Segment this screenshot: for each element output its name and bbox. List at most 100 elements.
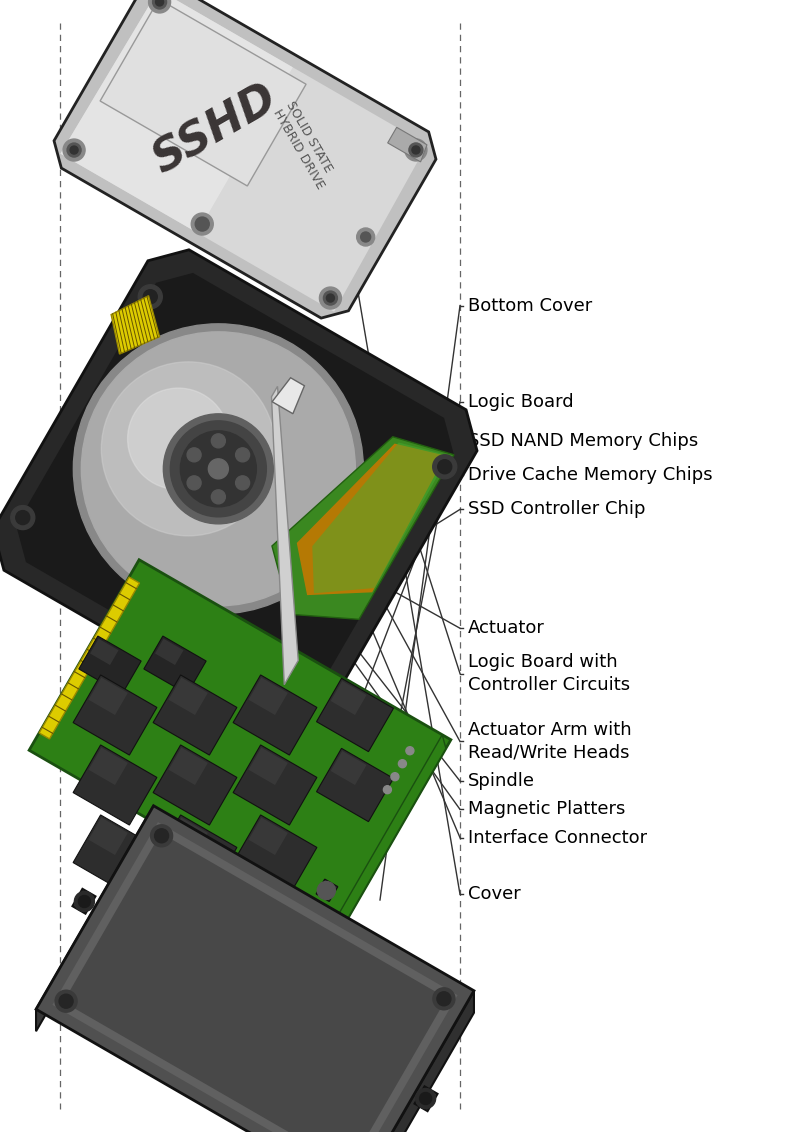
Text: Magnetic Platters: Magnetic Platters	[468, 800, 626, 818]
Circle shape	[383, 786, 391, 794]
Polygon shape	[111, 295, 159, 354]
Polygon shape	[153, 815, 237, 895]
Polygon shape	[79, 636, 141, 694]
Polygon shape	[317, 678, 394, 752]
Circle shape	[319, 288, 342, 309]
Text: SOLID STATE
HYBRID DRIVE: SOLID STATE HYBRID DRIVE	[270, 98, 340, 191]
Text: Drive Cache Memory Chips: Drive Cache Memory Chips	[468, 466, 713, 484]
Text: Actuator Arm with
Read/Write Heads: Actuator Arm with Read/Write Heads	[468, 721, 632, 762]
Circle shape	[74, 324, 363, 614]
Polygon shape	[73, 675, 157, 755]
Circle shape	[211, 490, 226, 504]
Circle shape	[195, 217, 210, 231]
Circle shape	[55, 990, 77, 1012]
Polygon shape	[317, 748, 394, 822]
Polygon shape	[169, 678, 208, 715]
Circle shape	[437, 992, 451, 1006]
Circle shape	[78, 895, 90, 908]
Polygon shape	[39, 577, 139, 739]
Polygon shape	[144, 636, 206, 694]
Text: Actuator: Actuator	[468, 619, 545, 637]
Circle shape	[282, 661, 310, 689]
Circle shape	[438, 460, 452, 474]
Polygon shape	[158, 830, 202, 866]
Polygon shape	[73, 889, 95, 914]
Text: Logic Board with
Controller Circuits: Logic Board with Controller Circuits	[468, 653, 630, 694]
Polygon shape	[330, 751, 366, 784]
Polygon shape	[29, 559, 451, 931]
Circle shape	[433, 988, 455, 1010]
Polygon shape	[169, 747, 208, 784]
Circle shape	[208, 458, 228, 479]
Polygon shape	[61, 0, 293, 233]
Polygon shape	[332, 735, 446, 925]
Circle shape	[191, 213, 214, 235]
Polygon shape	[249, 678, 288, 715]
Polygon shape	[270, 646, 312, 711]
Circle shape	[235, 475, 250, 490]
Circle shape	[420, 1092, 432, 1105]
Circle shape	[153, 0, 166, 9]
Circle shape	[310, 680, 324, 695]
Polygon shape	[272, 378, 305, 413]
Circle shape	[391, 773, 399, 781]
Circle shape	[170, 421, 266, 517]
Text: Logic Board: Logic Board	[468, 393, 574, 411]
Circle shape	[180, 431, 256, 507]
Text: SSD NAND Memory Chips: SSD NAND Memory Chips	[468, 432, 698, 451]
Polygon shape	[90, 638, 118, 664]
Polygon shape	[63, 833, 446, 1132]
Polygon shape	[53, 822, 458, 1132]
Circle shape	[187, 475, 201, 490]
Polygon shape	[312, 443, 449, 593]
Polygon shape	[271, 386, 298, 685]
Polygon shape	[153, 675, 237, 755]
Polygon shape	[100, 0, 306, 186]
Text: SSHD: SSHD	[145, 77, 285, 182]
Circle shape	[357, 228, 374, 246]
Circle shape	[187, 448, 201, 462]
Circle shape	[138, 285, 162, 309]
Circle shape	[63, 139, 85, 161]
Text: Bottom Cover: Bottom Cover	[468, 297, 592, 315]
Circle shape	[127, 388, 229, 489]
Polygon shape	[89, 678, 128, 715]
Polygon shape	[297, 444, 446, 595]
Circle shape	[10, 506, 34, 530]
Circle shape	[416, 1089, 436, 1108]
Text: Cover: Cover	[468, 885, 521, 903]
Polygon shape	[249, 747, 288, 784]
Circle shape	[361, 232, 370, 242]
Circle shape	[406, 747, 414, 755]
Circle shape	[163, 414, 274, 524]
Polygon shape	[233, 745, 317, 825]
Polygon shape	[54, 0, 436, 318]
Circle shape	[412, 146, 420, 154]
Polygon shape	[0, 250, 477, 730]
Polygon shape	[169, 817, 208, 855]
Circle shape	[326, 294, 334, 302]
Circle shape	[149, 0, 170, 12]
Polygon shape	[233, 815, 317, 895]
Polygon shape	[388, 127, 427, 162]
Circle shape	[323, 291, 338, 305]
Circle shape	[82, 332, 355, 606]
Circle shape	[398, 760, 406, 767]
Circle shape	[433, 455, 457, 479]
Circle shape	[235, 448, 250, 462]
Circle shape	[67, 143, 81, 157]
Circle shape	[306, 676, 330, 700]
Polygon shape	[316, 880, 338, 901]
Polygon shape	[89, 747, 128, 784]
Polygon shape	[36, 806, 154, 1031]
Circle shape	[211, 434, 226, 448]
Text: SSD Controller Chip: SSD Controller Chip	[468, 500, 646, 518]
Circle shape	[74, 892, 94, 911]
Polygon shape	[16, 273, 454, 708]
Polygon shape	[153, 745, 237, 825]
Circle shape	[102, 362, 275, 535]
Circle shape	[409, 143, 423, 157]
Circle shape	[318, 882, 335, 900]
Text: Spindle: Spindle	[468, 772, 535, 790]
Circle shape	[155, 0, 163, 6]
